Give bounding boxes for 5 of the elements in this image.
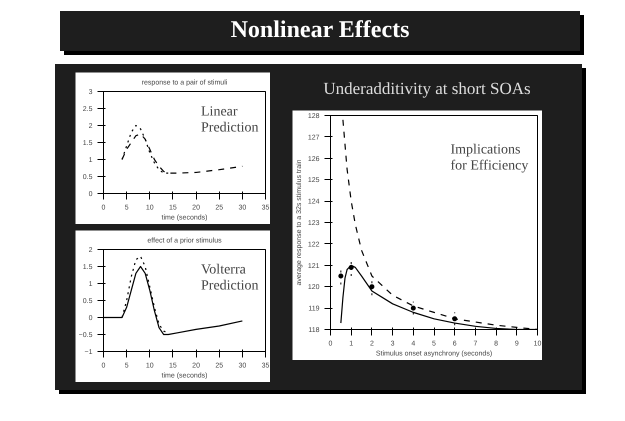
annotation: Linear Prediction (201, 104, 259, 136)
annotation: Volterra Prediction (201, 262, 259, 294)
chart-subtitle: Underadditivity at short SOAs (323, 78, 531, 100)
chart-title: Nonlinear Effects (230, 16, 410, 45)
annotation: Implications for Efficiency (450, 142, 528, 174)
